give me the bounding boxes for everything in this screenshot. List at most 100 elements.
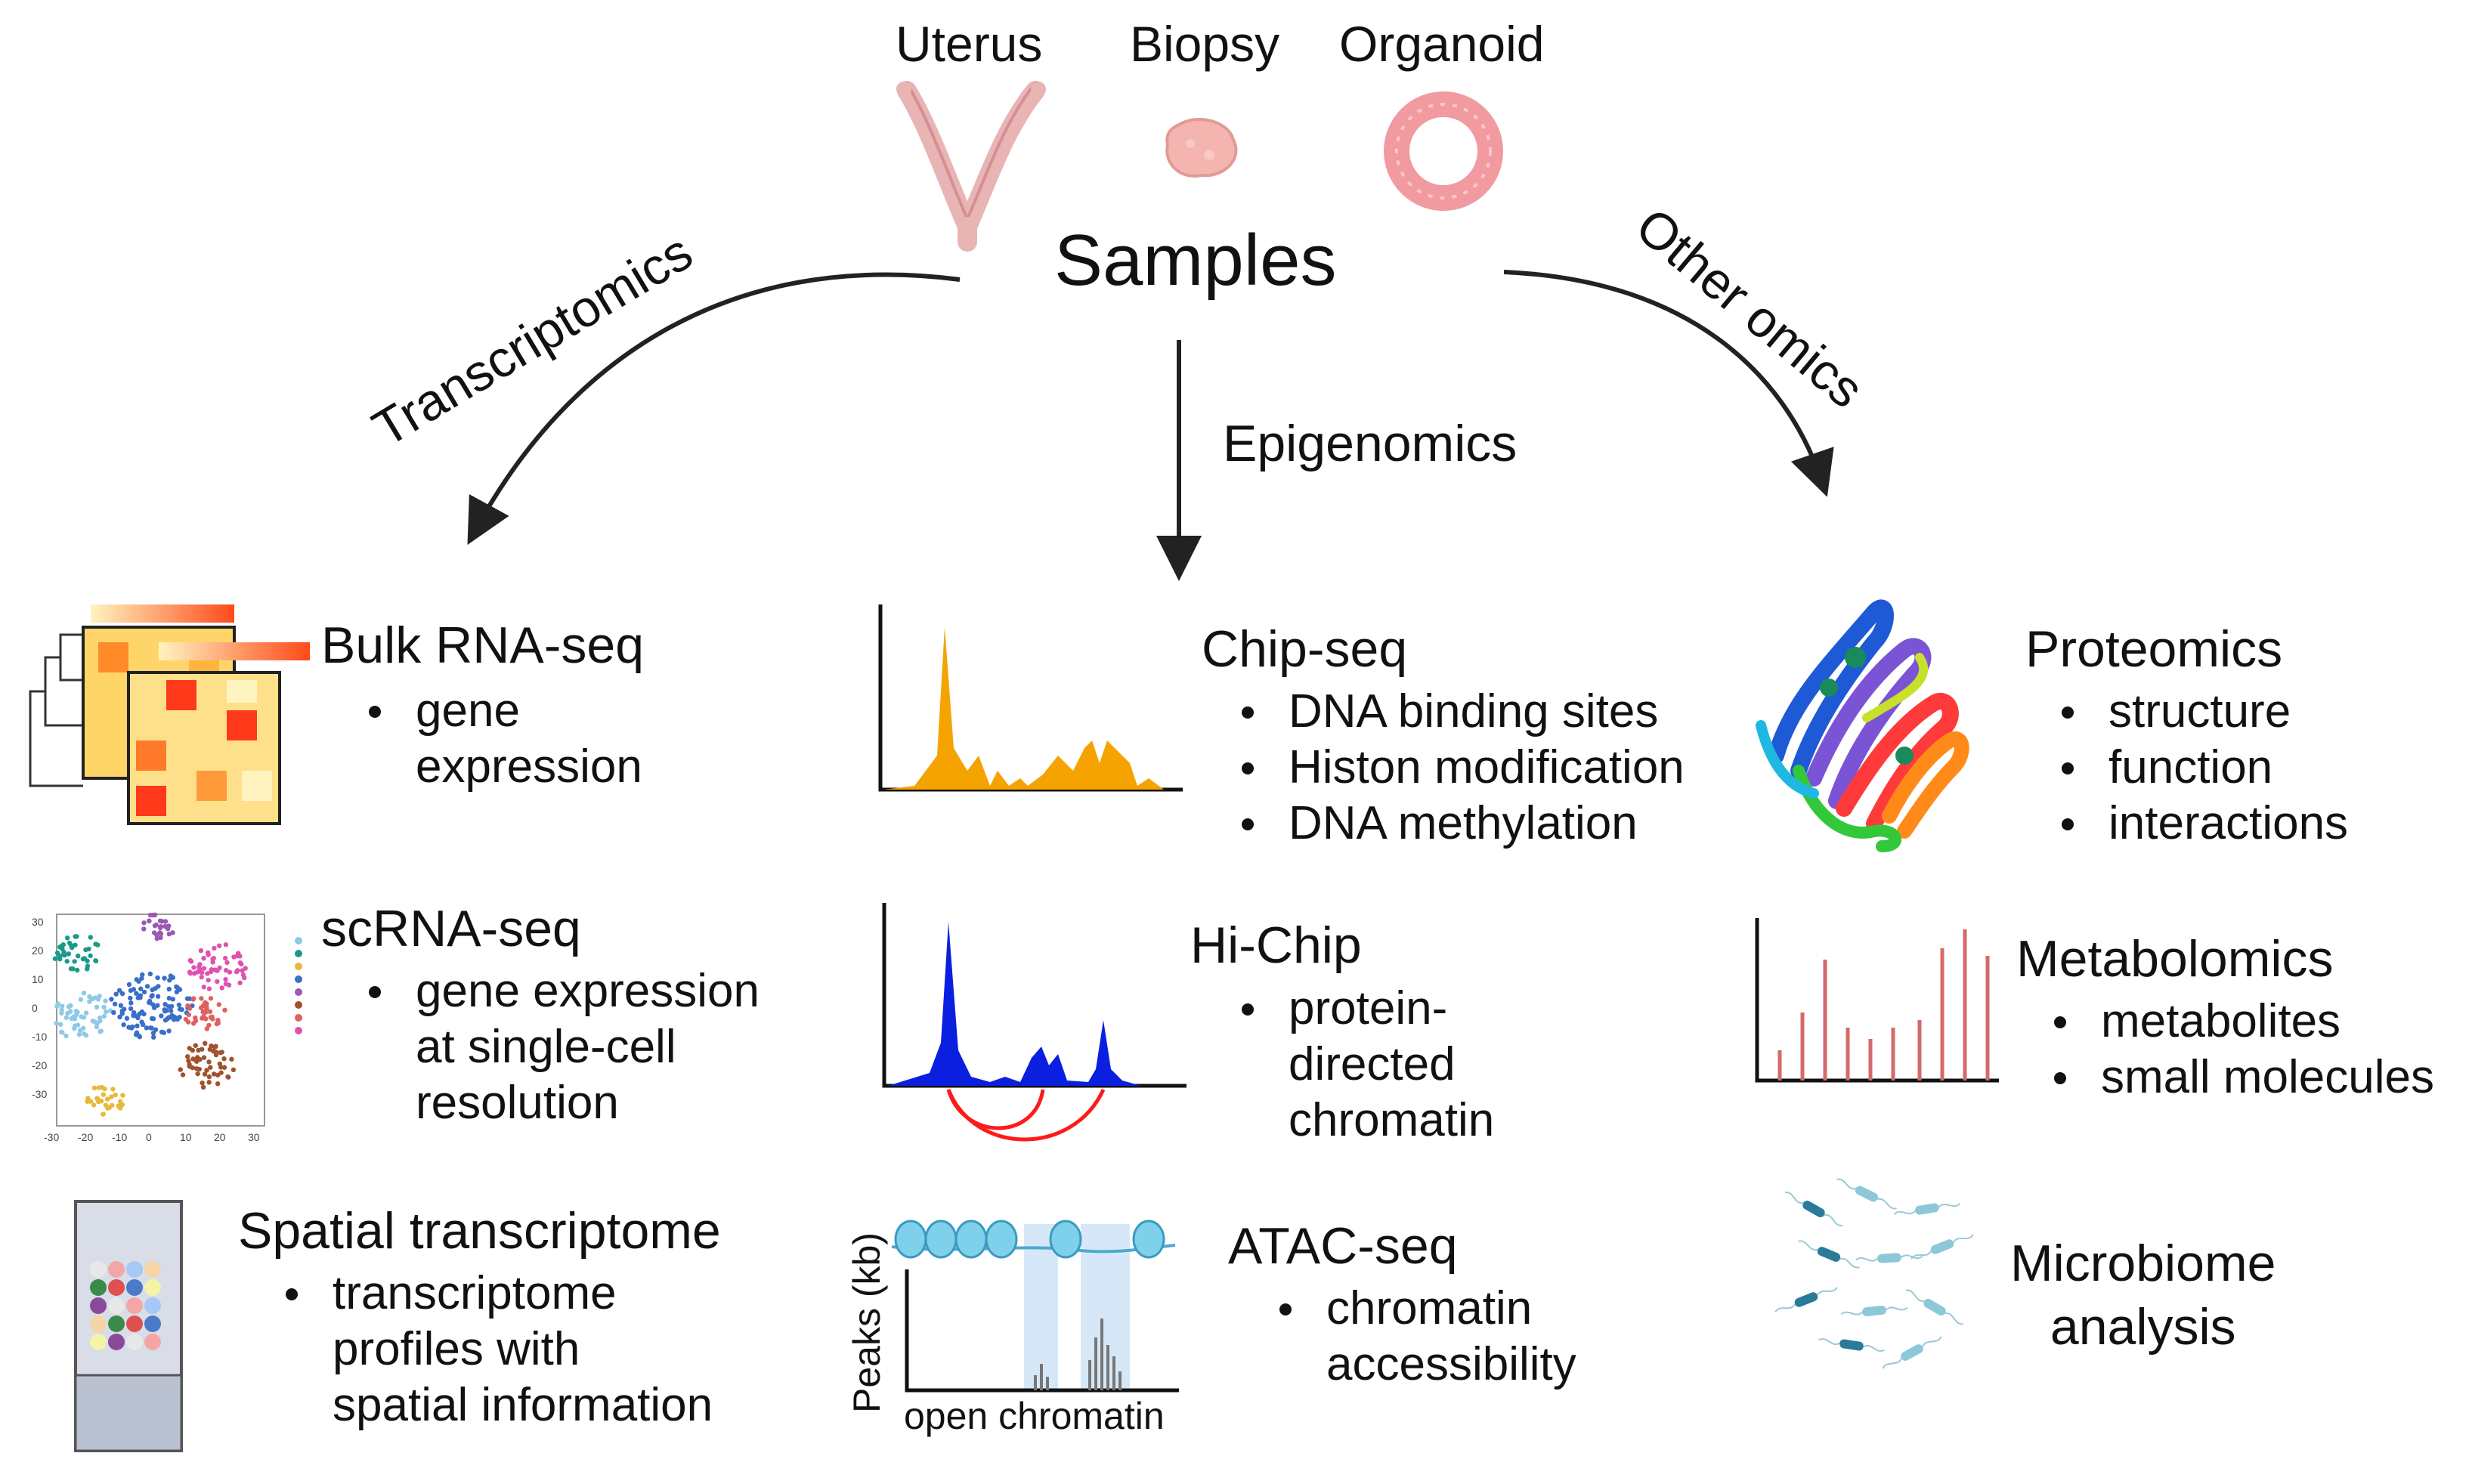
tsne-point — [126, 982, 132, 988]
tsne-point — [165, 926, 171, 932]
atac-peak-bar — [1088, 1360, 1091, 1390]
tsne-point — [201, 956, 206, 961]
bacterium-body — [1915, 1203, 1939, 1215]
tsne-point — [120, 1093, 125, 1098]
tsne-point — [68, 1003, 73, 1008]
tsne-point — [223, 942, 229, 948]
tsne-legend-dot — [295, 950, 302, 957]
tsne-point — [213, 1050, 219, 1055]
tsne-y-tick: 30 — [32, 916, 44, 928]
bacterium — [1774, 1286, 1838, 1313]
spatial-title: Spatial transcriptome — [238, 1202, 721, 1260]
tsne-point — [135, 1023, 140, 1028]
list-item: Histon modification — [1236, 740, 1685, 796]
atacseq-plot — [891, 1220, 1179, 1393]
tsne-point — [103, 1102, 109, 1108]
tsne-point — [57, 1022, 63, 1027]
tsne-point — [59, 1010, 64, 1016]
tsne-point — [104, 1009, 109, 1015]
tsne-point — [60, 946, 65, 951]
tsne-y-tick: 0 — [32, 1002, 38, 1014]
tsne-point — [150, 1031, 156, 1036]
bacterium-flagella — [1893, 1203, 1961, 1215]
spatial-spot — [126, 1334, 143, 1350]
bacterium-flagella — [1840, 1306, 1908, 1316]
tsne-point — [154, 935, 159, 941]
organoid-icon — [1384, 91, 1503, 211]
tsne-point — [94, 1004, 100, 1010]
sample-label-biopsy: Biopsy — [1130, 16, 1280, 72]
chipseq-bullets: DNA binding sites Histon modification DN… — [1236, 684, 1685, 852]
tsne-point — [227, 969, 233, 975]
tsne-point — [205, 971, 210, 976]
tsne-y-tick: 20 — [32, 945, 44, 957]
sample-label-organoid: Organoid — [1339, 16, 1545, 72]
chipseq-title: Chip-seq — [1202, 620, 1408, 678]
tsne-point — [110, 1087, 116, 1092]
tsne-point — [109, 1094, 114, 1099]
spatial-slide-icon — [74, 1200, 183, 1452]
scrnaseq-bullets: gene expression at single-cell resolutio… — [363, 963, 760, 1131]
tsne-point — [67, 1009, 73, 1014]
tsne-point — [146, 918, 152, 923]
bacterium-body — [1839, 1339, 1864, 1351]
spatial-spot — [126, 1279, 143, 1296]
atac-xlabel: open chromatin — [904, 1395, 1165, 1437]
tsne-point — [138, 993, 144, 998]
tsne-point — [218, 1065, 224, 1070]
spatial-spot — [90, 1261, 107, 1278]
tsne-point — [134, 991, 139, 996]
spatial-spot — [108, 1316, 125, 1332]
tsne-point — [112, 1001, 118, 1006]
tsne-point — [196, 964, 202, 969]
list-item: protein- directed chromatin — [1236, 981, 1494, 1149]
tsne-point — [204, 1006, 209, 1011]
tsne-point — [215, 1081, 221, 1087]
tsne-point — [76, 953, 81, 959]
microbiome-icon — [1774, 1178, 1974, 1369]
tsne-frame — [56, 914, 265, 1127]
microbiome-title: Microbiome analysis — [2010, 1235, 2276, 1356]
tsne-point — [159, 1013, 164, 1019]
tsne-point — [221, 1056, 227, 1062]
tsne-point — [237, 960, 243, 966]
tsne-point — [119, 1011, 125, 1016]
tsne-point — [211, 956, 216, 961]
tsne-point — [204, 1026, 210, 1031]
tsne-x-tick: 30 — [248, 1131, 260, 1143]
tsne-point — [144, 984, 150, 989]
bacterium-body — [1901, 1344, 1923, 1361]
bacterium-body — [1877, 1253, 1901, 1263]
tsne-point — [240, 968, 245, 973]
tsne-point — [54, 1021, 59, 1026]
tsne-point — [118, 1003, 124, 1008]
atac-peak-bar — [1040, 1364, 1043, 1390]
tsne-point — [81, 1015, 87, 1020]
tsne-point — [174, 989, 180, 995]
tsne-point — [226, 1074, 231, 1080]
tsne-point — [195, 1071, 200, 1077]
tsne-point — [183, 1016, 189, 1022]
tsne-point — [83, 1010, 89, 1016]
tsne-legend-dot — [295, 963, 302, 970]
tsne-point — [208, 1065, 213, 1070]
bacterium-body — [1862, 1305, 1886, 1317]
tsne-point — [73, 942, 78, 948]
tsne-point — [131, 987, 137, 992]
tsne-point — [133, 1031, 139, 1037]
tsne-point — [85, 963, 91, 969]
dendrogram — [29, 633, 83, 787]
tsne-point — [168, 1008, 174, 1013]
tsne-point — [81, 991, 87, 996]
tsne-point — [60, 942, 67, 948]
tsne-point — [135, 1015, 141, 1021]
tsne-point — [150, 987, 155, 993]
tsne-point — [88, 935, 94, 940]
tsne-point — [152, 912, 158, 918]
spatial-spot — [90, 1297, 107, 1314]
tsne-point — [67, 940, 73, 946]
tsne-point — [59, 1003, 65, 1009]
tsne-point — [166, 1003, 172, 1009]
bacterium-body — [1930, 1239, 1954, 1254]
bacterium — [1818, 1338, 1886, 1352]
